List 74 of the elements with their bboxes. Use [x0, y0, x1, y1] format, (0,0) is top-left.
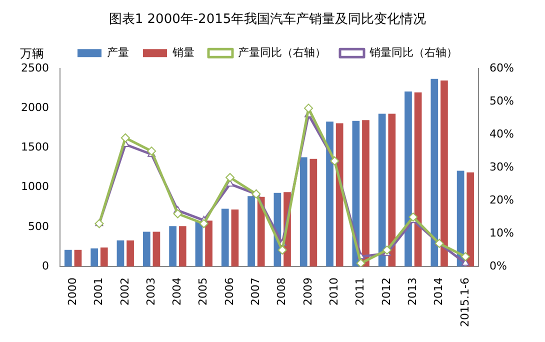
x-tick-label: 2009: [301, 278, 314, 306]
y2-tick-label: 40%: [490, 127, 514, 140]
y2-tick-label: 60%: [490, 61, 514, 74]
bar: [440, 80, 448, 267]
y2-tick-label: 20%: [490, 193, 514, 206]
bar: [205, 220, 212, 267]
bar: [178, 226, 186, 267]
bar: [257, 196, 265, 267]
bar: [74, 250, 82, 267]
x-tick-label: 2004: [170, 278, 184, 306]
legend-label: 销量: [172, 46, 194, 59]
y-tick-label: 2500: [20, 61, 49, 74]
x-tick-label: 2000: [66, 278, 79, 306]
x-tick-label: 2013: [406, 278, 420, 306]
y2-tick-label: 50%: [490, 94, 514, 108]
y-tick-label: 2000: [20, 101, 49, 114]
x-tick-label: 2001: [92, 278, 106, 306]
point: [278, 246, 287, 255]
bar: [388, 114, 396, 267]
bar: [100, 248, 108, 267]
bar: [378, 114, 386, 267]
legend-label: 产量: [107, 46, 129, 59]
bar: [300, 157, 308, 267]
point: [356, 258, 366, 267]
y2-tick-label: 30%: [490, 160, 514, 174]
bar: [336, 123, 344, 267]
bar: [169, 226, 176, 267]
bar: [126, 240, 134, 267]
bar: [152, 232, 160, 267]
point: [226, 172, 235, 182]
y-axis-title: 万辆: [20, 46, 44, 61]
x-tick-label: 2014: [432, 278, 446, 306]
bar: [116, 240, 124, 267]
legend-label: 销量同比（右轴）: [368, 46, 458, 59]
bar: [195, 221, 203, 267]
x-tick-label: 2008: [275, 278, 288, 306]
point: [382, 246, 392, 255]
point: [120, 133, 130, 142]
y-tick-label: 1500: [20, 140, 49, 154]
bar: [221, 208, 229, 267]
x-tick-label: 2005: [196, 278, 210, 306]
bar: [142, 232, 150, 267]
bar: [231, 210, 239, 267]
point: [304, 104, 314, 113]
bar: [310, 158, 318, 267]
bar: [362, 120, 370, 267]
bar: [466, 172, 474, 267]
x-tick-label: 2015.1-6: [458, 278, 472, 328]
point: [460, 252, 470, 262]
x-tick-label: 2010: [328, 278, 341, 306]
bar: [64, 250, 72, 267]
bar: [90, 248, 98, 267]
y2-tick-label: 0%: [490, 259, 508, 272]
point: [199, 219, 208, 228]
x-tick-label: 2002: [118, 278, 132, 306]
x-tick-label: 2012: [380, 278, 393, 306]
y-tick-label: 1000: [20, 180, 49, 194]
bar: [430, 78, 438, 267]
x-tick-label: 2011: [354, 278, 367, 306]
x-tick-label: 2007: [249, 278, 262, 306]
x-tick-label: 2003: [144, 278, 158, 306]
bar: [326, 122, 334, 267]
legend-label: 产量同比（右轴）: [238, 46, 326, 59]
point: [408, 212, 418, 222]
point: [147, 146, 156, 156]
y-tick-label: 500: [28, 220, 49, 233]
chart-title: 图表1 2000年-2015年我国汽车产销量及同比变化情况: [108, 12, 426, 28]
bar: [248, 196, 255, 267]
y-tick-label: 0: [42, 259, 49, 272]
x-tick-label: 2006: [222, 278, 236, 306]
bar: [414, 92, 422, 267]
y2-tick-label: 10%: [490, 226, 514, 240]
point: [173, 209, 182, 218]
bar: [404, 92, 412, 267]
